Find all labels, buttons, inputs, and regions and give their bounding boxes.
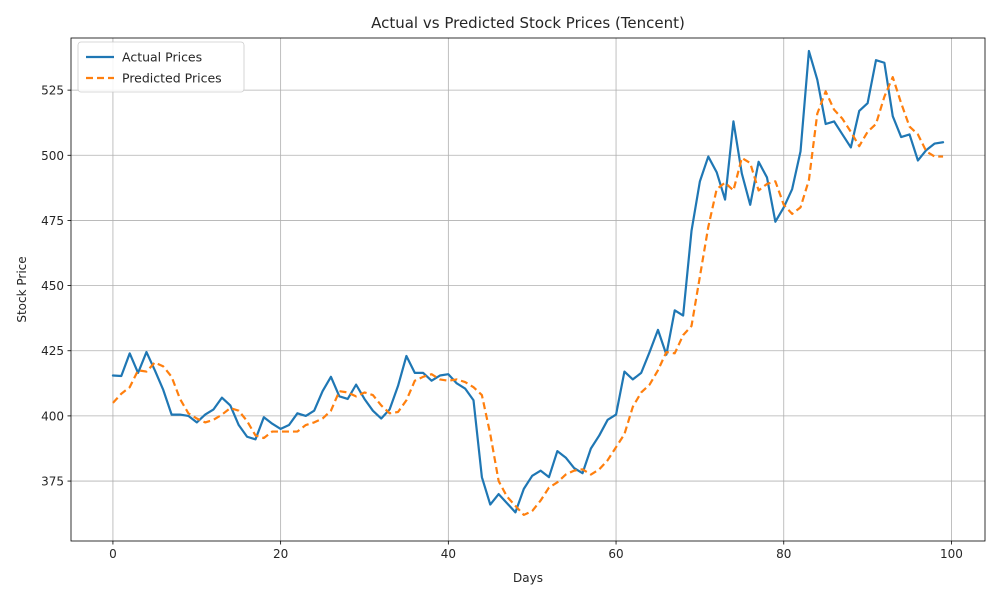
x-tick-label: 0 — [109, 547, 117, 561]
y-tick-label: 425 — [41, 344, 64, 358]
x-axis-ticks: 0 20 40 60 80 100 — [109, 541, 963, 561]
x-axis-label: Days — [513, 571, 543, 585]
y-tick-label: 375 — [41, 475, 64, 489]
legend: Actual Prices Predicted Prices — [77, 41, 245, 93]
y-tick-label: 500 — [41, 149, 64, 163]
legend-box — [77, 41, 245, 93]
x-tick-label: 20 — [273, 547, 288, 561]
legend-label-predicted: Predicted Prices — [122, 71, 222, 86]
y-tick-label: 475 — [41, 214, 64, 228]
y-axis-ticks: 375 400 425 450 475 500 525 — [41, 84, 71, 489]
grid — [71, 38, 985, 541]
plot-frame — [70, 37, 986, 542]
x-tick-label: 100 — [940, 547, 963, 561]
y-tick-label: 525 — [41, 84, 64, 98]
y-tick-label: 400 — [41, 409, 64, 423]
series-group — [111, 49, 945, 517]
chart-title: Actual vs Predicted Stock Prices (Tencen… — [371, 14, 685, 32]
x-tick-label: 60 — [608, 547, 623, 561]
y-tick-label: 450 — [41, 279, 64, 293]
x-tick-label: 40 — [441, 547, 456, 561]
legend-label-actual: Actual Prices — [122, 50, 202, 65]
y-axis-label: Stock Price — [15, 256, 29, 322]
actual-prices-line — [111, 49, 945, 514]
predicted-prices-line — [112, 75, 944, 517]
x-tick-label: 80 — [776, 547, 791, 561]
